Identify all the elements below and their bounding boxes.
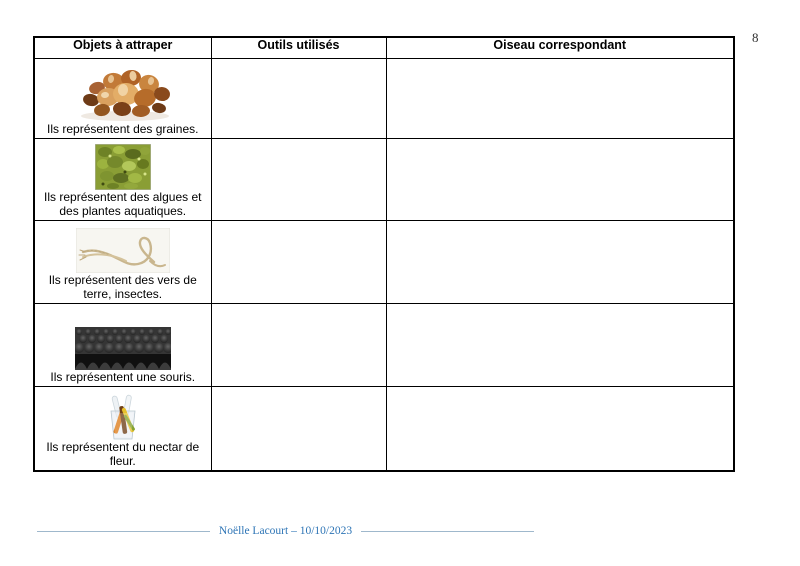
oiseau-cell-row4[interactable] [385,303,735,387]
dark-foam-photo [73,326,173,370]
objet-cell-vers: Ils représentent des vers de terre, inse… [33,220,212,304]
outils-cell-row4[interactable] [210,303,387,387]
footer-rule-right [361,530,534,532]
image-caption: Ils représentent des graines. [47,121,199,136]
table-row: Ils représentent des algues et des plant… [33,138,735,221]
oiseau-cell-row3[interactable] [385,220,735,304]
oiseau-cell-row5[interactable] [385,386,735,472]
header-objets: Objets à attraper [33,36,212,59]
table-row: Ils représentent du nectar de fleur. [33,386,735,472]
image-caption: Ils représentent des vers de terre, inse… [48,273,197,301]
objet-cell-nectar: Ils représentent du nectar de fleur. [33,386,212,472]
outils-cell-row2[interactable] [210,138,387,221]
hazelnuts-photo [67,64,179,122]
outils-cell-row1[interactable] [210,58,387,139]
test-tubes-photo [104,394,142,440]
objet-cell-souris: Ils représentent une souris. [33,303,212,387]
image-caption: Ils représentent des algues et des plant… [44,190,202,218]
objet-cell-graines: Ils représentent des graines. [33,58,212,139]
header-row: Objets à attraper Outils utilisés Oiseau… [33,36,735,59]
footer-author-date: Noëlle Lacourt – 10/10/2023 [218,525,353,537]
outils-cell-row5[interactable] [210,386,387,472]
table-row: Ils représentent des graines. [33,58,735,139]
header-oiseau: Oiseau correspondant [385,36,735,59]
green-algae-photo [94,143,152,191]
footer-rule-left [37,530,210,532]
oiseau-cell-row2[interactable] [385,138,735,221]
page-number: 8 [752,30,759,45]
outils-cell-row3[interactable] [210,220,387,304]
objet-cell-algues: Ils représentent des algues et des plant… [33,138,212,221]
image-caption: Ils représentent du nectar de fleur. [46,440,200,468]
header-outils: Outils utilisés [210,36,387,59]
table-row: Ils représentent une souris. [33,303,735,387]
page-footer: Noëlle Lacourt – 10/10/2023 [37,524,534,538]
image-caption: Ils représentent une souris. [50,369,196,384]
string-photo [75,227,171,274]
worksheet-table: Objets à attraper Outils utilisés Oiseau… [33,36,735,472]
table-row: Ils représentent des vers de terre, inse… [33,220,735,304]
oiseau-cell-row1[interactable] [385,58,735,139]
